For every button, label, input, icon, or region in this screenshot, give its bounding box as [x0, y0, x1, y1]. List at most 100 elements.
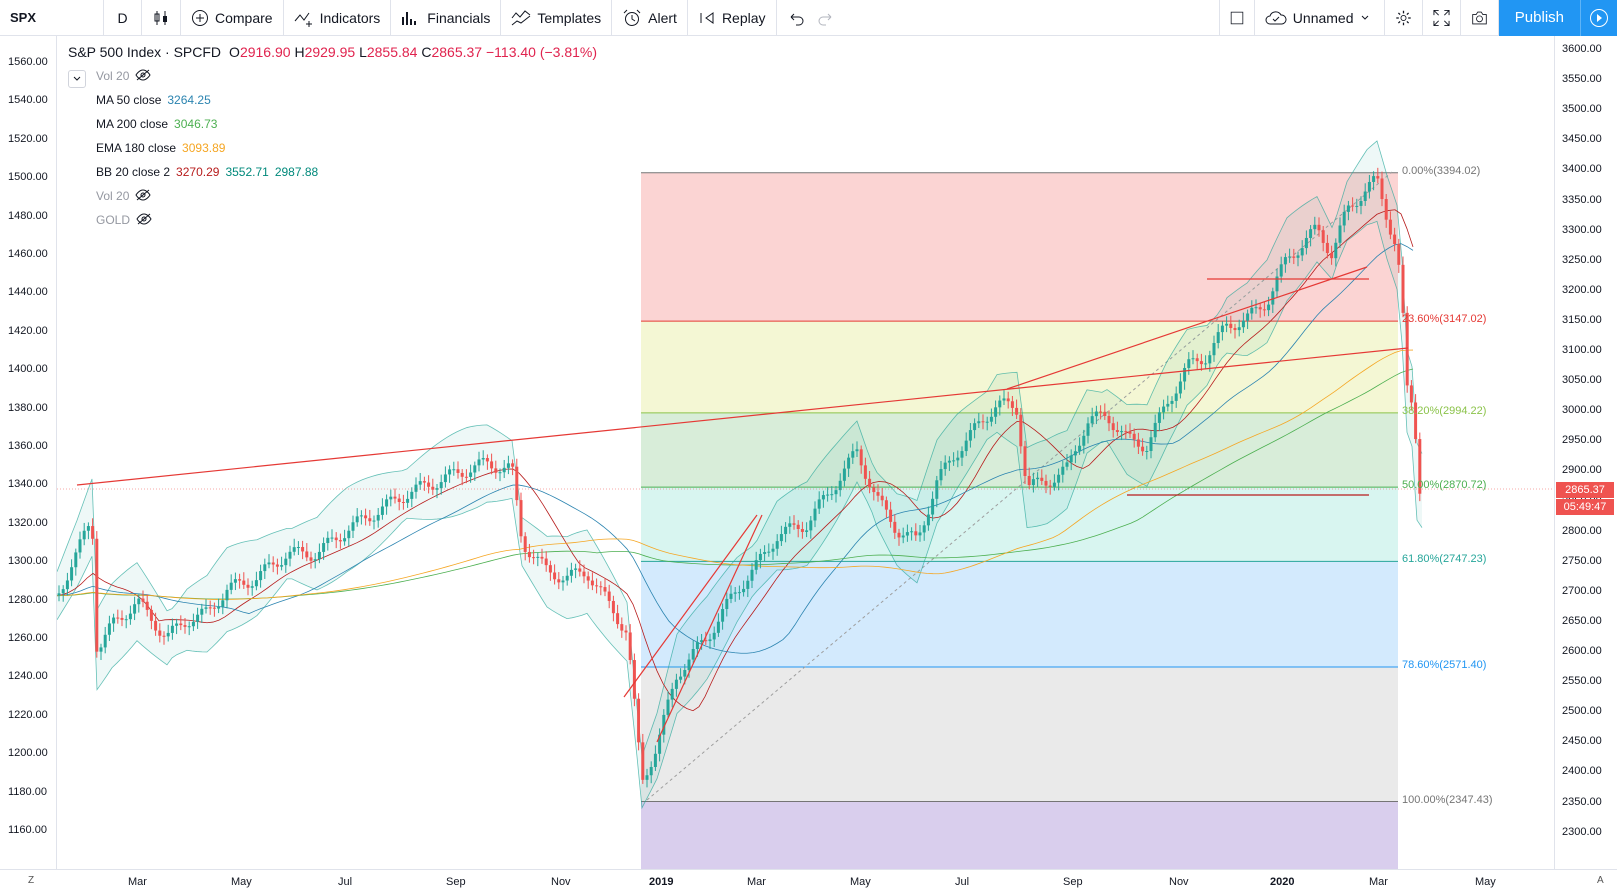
candle-body — [82, 530, 86, 540]
candle-body — [229, 582, 233, 590]
candle-body — [863, 465, 867, 479]
candle-body — [128, 613, 132, 620]
indicators-button[interactable]: Indicators — [284, 0, 392, 36]
candle-body — [700, 640, 704, 643]
eye-hidden-icon[interactable] — [136, 212, 152, 228]
candle-body — [1292, 256, 1296, 258]
candle-body — [641, 742, 645, 780]
candle-body — [733, 592, 737, 594]
compare-button[interactable]: Compare — [181, 0, 284, 36]
redo-icon[interactable] — [817, 9, 835, 27]
candle-body — [1380, 178, 1384, 200]
candle-body — [158, 630, 162, 636]
financials-button[interactable]: Financials — [391, 0, 502, 36]
candle-body — [897, 532, 901, 538]
candle-body — [477, 459, 481, 466]
right-axis-tick: 3350.00 — [1562, 193, 1602, 206]
candle-body — [1220, 325, 1224, 333]
candle-body — [317, 551, 321, 560]
candle-body — [1036, 477, 1040, 480]
candle-body — [838, 480, 842, 491]
candle-body — [1317, 224, 1321, 231]
candle-body — [511, 463, 515, 467]
layout-dropdown[interactable]: Unnamed — [1255, 0, 1385, 36]
right-axis-tick: 2550.00 — [1562, 675, 1602, 688]
candle-body — [1216, 332, 1220, 344]
candle-body — [960, 451, 964, 458]
fib-zone — [641, 666, 1398, 802]
study-list: Vol 20 MA 50 close 3264.25 MA 200 close 3046… — [68, 64, 597, 232]
candle-body — [1418, 439, 1422, 494]
right-axis-tick: 3300.00 — [1562, 223, 1602, 236]
legend-collapse-button[interactable] — [68, 70, 86, 88]
left-axis-tick: 1460.00 — [8, 248, 48, 260]
candle-body — [233, 579, 237, 583]
candle-body — [1078, 445, 1082, 452]
study-row[interactable]: Vol 20 — [68, 184, 597, 208]
candle-body — [1174, 393, 1178, 401]
snapshot-button[interactable] — [1461, 0, 1499, 36]
candle-body — [989, 416, 993, 422]
left-price-axis[interactable] — [0, 36, 57, 869]
log-toggle[interactable]: Z — [28, 875, 34, 886]
right-axis-tick: 3000.00 — [1562, 404, 1602, 417]
candle-body — [242, 580, 246, 585]
undo-icon[interactable] — [787, 9, 805, 27]
chart-type-button[interactable] — [142, 0, 181, 36]
candle-body — [364, 515, 368, 519]
candle-body — [1388, 219, 1392, 235]
candle-body — [502, 467, 506, 473]
study-row[interactable]: EMA 180 close 3093.89 — [68, 136, 597, 160]
alarm-clock-icon — [623, 9, 641, 26]
candle-body — [162, 635, 166, 637]
study-row[interactable]: MA 50 close 3264.25 — [68, 88, 597, 112]
left-axis-tick: 1380.00 — [8, 401, 48, 414]
candle-body — [532, 557, 536, 559]
templates-button[interactable]: Templates — [501, 0, 613, 36]
study-row[interactable]: MA 200 close 3046.73 — [68, 112, 597, 136]
candle-body — [485, 458, 489, 462]
candle-body — [981, 421, 985, 423]
candle-body — [599, 586, 603, 588]
settings-button[interactable] — [1385, 0, 1423, 36]
candle-body — [851, 451, 855, 458]
right-axis-tick: 2700.00 — [1562, 584, 1602, 597]
eye-hidden-icon[interactable] — [135, 68, 151, 84]
candle-body — [796, 524, 800, 529]
study-row[interactable]: BB 20 close 2 3270.29 3552.71 2987.88 — [68, 160, 597, 184]
right-axis-tick: 2650.00 — [1562, 614, 1602, 627]
candle-body — [1237, 327, 1241, 331]
candle-body — [397, 498, 401, 502]
candle-body — [196, 614, 200, 622]
fullscreen-button[interactable] — [1423, 0, 1461, 36]
fullscreen-square-button[interactable] — [1218, 0, 1255, 36]
symbol-search[interactable]: SPX — [0, 0, 104, 36]
replay-label: Replay — [721, 9, 766, 26]
candle-body — [1288, 256, 1292, 258]
candle-body — [86, 526, 90, 531]
candle-body — [1397, 244, 1401, 265]
interval-button[interactable]: D — [104, 0, 142, 36]
auto-scale-toggle[interactable]: A — [1597, 875, 1604, 886]
publish-button[interactable]: Publish — [1498, 0, 1580, 36]
price-chart[interactable] — [57, 37, 1554, 869]
candle-body — [116, 617, 120, 619]
right-price-axis[interactable] — [1554, 36, 1617, 869]
play-button[interactable] — [1580, 0, 1617, 36]
replay-button[interactable]: Replay — [688, 0, 777, 36]
time-axis[interactable] — [0, 869, 1617, 895]
study-row[interactable]: GOLD — [68, 208, 597, 232]
bottom-right-label: A — [1597, 875, 1604, 886]
alert-button[interactable]: Alert — [612, 0, 688, 36]
eye-hidden-icon[interactable] — [135, 188, 151, 204]
trend-line — [76, 347, 1409, 486]
candle-body — [775, 541, 779, 549]
candle-body — [1372, 176, 1376, 182]
candle-body — [1225, 323, 1229, 326]
candle-body — [435, 488, 439, 490]
candle-body — [771, 548, 775, 552]
study-row[interactable]: Vol 20 — [68, 64, 597, 88]
candle-body — [922, 525, 926, 533]
candle-body — [284, 558, 288, 566]
candle-body — [1183, 367, 1187, 382]
